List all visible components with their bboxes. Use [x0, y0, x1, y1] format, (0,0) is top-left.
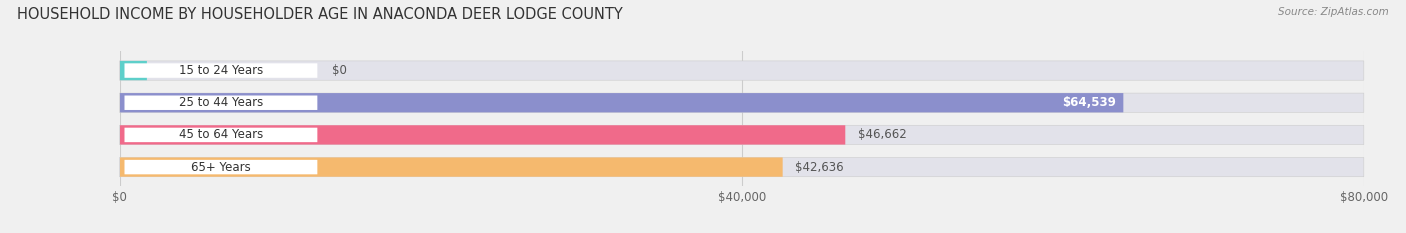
FancyBboxPatch shape	[125, 128, 318, 142]
Text: $0: $0	[332, 64, 347, 77]
Text: 25 to 44 Years: 25 to 44 Years	[179, 96, 263, 109]
FancyBboxPatch shape	[120, 93, 1123, 112]
FancyBboxPatch shape	[125, 63, 318, 78]
FancyBboxPatch shape	[120, 61, 1364, 80]
Text: 65+ Years: 65+ Years	[191, 161, 250, 174]
Text: $42,636: $42,636	[796, 161, 844, 174]
Text: $64,539: $64,539	[1062, 96, 1116, 109]
FancyBboxPatch shape	[120, 158, 1364, 177]
FancyBboxPatch shape	[120, 125, 845, 144]
Text: Source: ZipAtlas.com: Source: ZipAtlas.com	[1278, 7, 1389, 17]
FancyBboxPatch shape	[120, 61, 146, 80]
Text: 15 to 24 Years: 15 to 24 Years	[179, 64, 263, 77]
FancyBboxPatch shape	[120, 93, 1364, 112]
FancyBboxPatch shape	[120, 125, 1364, 144]
Text: 45 to 64 Years: 45 to 64 Years	[179, 128, 263, 141]
Text: $46,662: $46,662	[858, 128, 907, 141]
FancyBboxPatch shape	[125, 160, 318, 174]
FancyBboxPatch shape	[125, 96, 318, 110]
FancyBboxPatch shape	[120, 158, 783, 177]
Text: HOUSEHOLD INCOME BY HOUSEHOLDER AGE IN ANACONDA DEER LODGE COUNTY: HOUSEHOLD INCOME BY HOUSEHOLDER AGE IN A…	[17, 7, 623, 22]
